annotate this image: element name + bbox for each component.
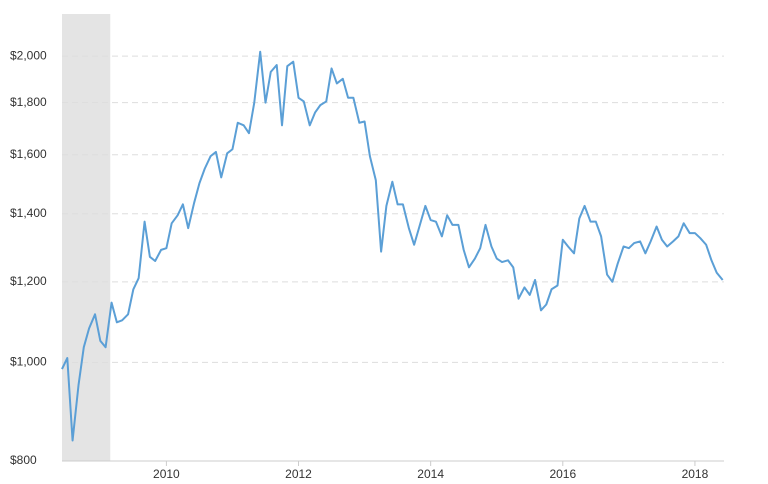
x-tick-label: 2016 <box>549 467 576 481</box>
price-line <box>61 50 724 442</box>
y-tick-label: $1,000 <box>10 355 47 369</box>
y-tick-label: $1,400 <box>10 206 47 220</box>
y-tick-label: $1,600 <box>10 147 47 161</box>
y-tick-label: $1,800 <box>10 95 47 109</box>
x-tick-label: 2012 <box>285 467 312 481</box>
y-tick-label: $1,200 <box>10 274 47 288</box>
x-tick-label: 2014 <box>417 467 444 481</box>
x-tick-label: 2010 <box>153 467 180 481</box>
x-tick-label: 2018 <box>682 467 709 481</box>
y-tick-label: $800 <box>10 453 37 467</box>
y-tick-label: $2,000 <box>10 48 47 62</box>
